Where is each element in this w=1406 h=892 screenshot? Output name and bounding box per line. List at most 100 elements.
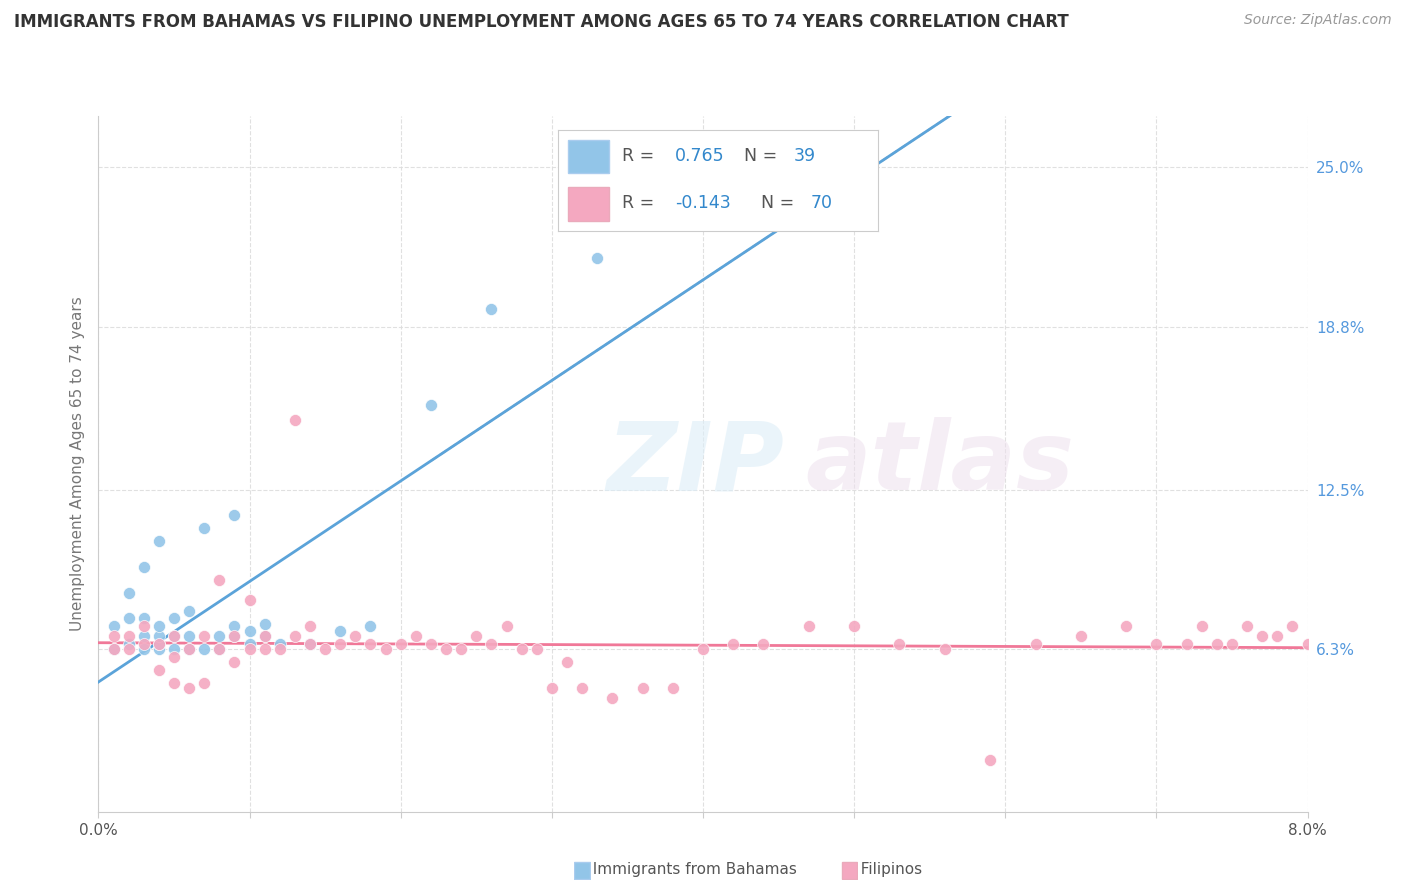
Point (1251, 630, 1274, 644)
Text: Immigrants from Bahamas: Immigrants from Bahamas (583, 863, 797, 877)
Point (571, 681, 593, 695)
Point (224, 630, 246, 644)
Point (163, 630, 186, 644)
Point (193, 521, 215, 535)
Point (163, 676, 186, 690)
Point (208, 642, 231, 657)
Point (269, 637, 291, 651)
Point (479, 637, 503, 651)
Point (118, 637, 141, 651)
Point (1115, 619, 1137, 633)
Point (269, 642, 291, 657)
Text: ZIP: ZIP (606, 417, 785, 510)
Point (844, 619, 866, 633)
Point (148, 619, 170, 633)
Point (661, 681, 683, 695)
Point (208, 642, 231, 657)
Point (103, 630, 125, 644)
Point (103, 619, 125, 633)
Point (118, 630, 141, 644)
Point (208, 630, 231, 644)
Point (163, 642, 186, 657)
Point (1281, 619, 1303, 633)
Point (239, 624, 262, 639)
Point (555, 655, 578, 669)
Text: atlas: atlas (806, 417, 1074, 510)
Point (148, 630, 170, 644)
Point (359, 637, 381, 651)
Point (148, 534, 170, 549)
Point (148, 637, 170, 651)
Point (224, 655, 246, 669)
Text: Source: ZipAtlas.com: Source: ZipAtlas.com (1244, 13, 1392, 28)
Point (224, 619, 246, 633)
Point (889, 637, 911, 651)
Point (1265, 630, 1288, 644)
Point (1220, 637, 1243, 651)
Point (179, 642, 201, 657)
Point (495, 619, 517, 633)
Point (163, 630, 186, 644)
Point (132, 630, 155, 644)
Point (179, 642, 201, 657)
Point (419, 637, 441, 651)
Point (179, 630, 201, 644)
Point (510, 642, 533, 657)
Point (797, 619, 820, 633)
Point (1236, 619, 1258, 633)
Point (132, 611, 155, 625)
Point (193, 642, 215, 657)
Point (163, 611, 186, 625)
Point (602, 691, 624, 706)
Point (314, 642, 336, 657)
Point (737, 217, 759, 231)
Point (179, 604, 201, 618)
Point (224, 508, 246, 523)
Point (132, 560, 155, 574)
Point (103, 642, 125, 657)
Point (692, 642, 714, 657)
Point (148, 637, 170, 651)
Point (1296, 637, 1319, 651)
Point (1024, 637, 1046, 651)
Point (284, 413, 307, 427)
Point (224, 630, 246, 644)
Point (284, 630, 307, 644)
Point (526, 642, 548, 657)
Point (329, 624, 352, 639)
Point (359, 619, 381, 633)
Point (1205, 637, 1229, 651)
Point (193, 630, 215, 644)
Point (389, 637, 412, 651)
Point (118, 642, 141, 657)
Point (118, 611, 141, 625)
Point (723, 637, 745, 651)
Text: IMMIGRANTS FROM BAHAMAS VS FILIPINO UNEMPLOYMENT AMONG AGES 65 TO 74 YEARS CORRE: IMMIGRANTS FROM BAHAMAS VS FILIPINO UNEM… (14, 13, 1069, 31)
Point (1175, 637, 1198, 651)
Point (132, 637, 155, 651)
FancyBboxPatch shape (575, 862, 589, 880)
Point (193, 676, 215, 690)
Point (132, 619, 155, 633)
Point (299, 637, 322, 651)
Point (103, 642, 125, 657)
Point (405, 630, 427, 644)
Point (329, 637, 352, 651)
Point (148, 642, 170, 657)
Point (631, 681, 654, 695)
Point (374, 642, 396, 657)
Point (299, 637, 322, 651)
Point (419, 398, 441, 412)
Point (465, 630, 488, 644)
Point (239, 593, 262, 607)
Point (1070, 630, 1092, 644)
Point (540, 681, 562, 695)
Point (344, 630, 367, 644)
Point (163, 650, 186, 665)
Point (132, 642, 155, 657)
Point (179, 681, 201, 695)
FancyBboxPatch shape (842, 862, 856, 880)
Point (479, 302, 503, 317)
Point (934, 642, 956, 657)
Point (208, 573, 231, 587)
